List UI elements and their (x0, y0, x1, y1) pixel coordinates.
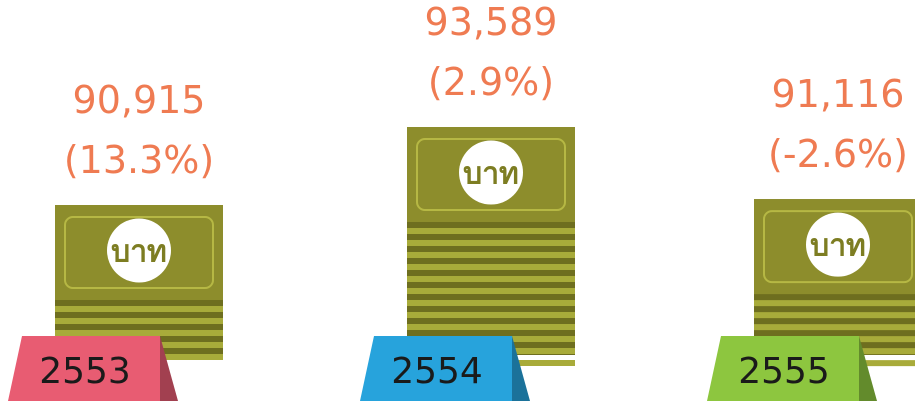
year-label: 2554 (391, 351, 483, 392)
stack-stripe (55, 318, 223, 324)
stack-stripe (407, 300, 575, 306)
change-label: (-2.6%) (768, 132, 908, 176)
stack-stripe (55, 330, 223, 336)
currency-label: บาท (810, 229, 866, 264)
stack-stripe (407, 324, 575, 330)
stack-stripe (754, 312, 915, 318)
change-label: (13.3%) (64, 138, 214, 182)
change-label: (2.9%) (428, 60, 554, 104)
year-label: 2555 (738, 351, 830, 392)
chart: บาท 90,915 (13.3%) 2553 บาท 93,589 (2.9%) 2554 บ… (0, 0, 915, 401)
stack-stripe (754, 300, 915, 306)
stack-stripe (407, 312, 575, 318)
currency-label: บาท (111, 235, 167, 270)
value-label: 91,116 (772, 72, 905, 116)
value-label: 90,915 (73, 78, 206, 122)
year-label: 2553 (39, 351, 131, 392)
stack-stripe (407, 288, 575, 294)
stack-stripe (407, 252, 575, 258)
stack-stripe (754, 324, 915, 330)
value-label: 93,589 (425, 0, 558, 44)
stack-stripe (407, 228, 575, 234)
stack-stripe (55, 306, 223, 312)
stack-stripe (407, 276, 575, 282)
stack-stripe (407, 240, 575, 246)
currency-label: บาท (463, 157, 519, 192)
stack-stripe (407, 264, 575, 270)
